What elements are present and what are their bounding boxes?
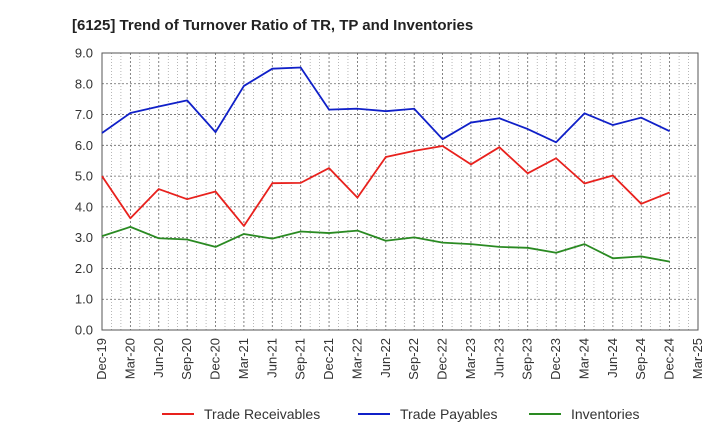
legend-label: Trade Receivables — [204, 406, 320, 422]
series-line-inventories — [101, 225, 670, 263]
plot-frame — [101, 52, 699, 331]
x-tick-label: Mar-20 — [122, 338, 137, 379]
x-tick-label: Mar-21 — [236, 338, 251, 379]
series-line-trade-payables — [101, 66, 671, 144]
y-tick-label: 2.0 — [75, 261, 93, 276]
y-tick-label: 8.0 — [75, 76, 93, 91]
x-tick-label: Jun-23 — [491, 338, 506, 378]
y-tick-label: 4.0 — [75, 199, 93, 214]
y-tick-label: 3.0 — [75, 230, 93, 245]
y-tick-label: 0.0 — [75, 323, 93, 338]
y-tick-label: 1.0 — [75, 292, 93, 307]
chart-title: [6125] Trend of Turnover Ratio of TR, TP… — [72, 17, 473, 34]
legend: Trade Receivables Trade Payables Inventori… — [162, 406, 639, 422]
x-tick-label: Jun-22 — [378, 338, 393, 378]
x-tick-label: Sep-24 — [633, 338, 648, 380]
axes: 0.0 1.0 2.0 3.0 4.0 5.0 6.0 7.0 8.0 9.0 Dec-19 Mar-… — [75, 46, 705, 380]
x-tick-label: Sep-20 — [179, 338, 194, 380]
x-tick-label: Sep-21 — [293, 338, 308, 380]
x-tick-label: Dec-22 — [435, 338, 450, 380]
legend-label: Inventories — [571, 406, 639, 422]
x-tick-label: Dec-24 — [662, 338, 677, 380]
y-tick-label: 6.0 — [75, 138, 93, 153]
x-tick-label: Dec-23 — [548, 338, 563, 380]
x-tick-label: Dec-19 — [94, 338, 109, 380]
y-tick-label: 5.0 — [75, 169, 93, 184]
x-tick-label: Mar-24 — [576, 338, 591, 379]
x-tick-label: Jun-20 — [151, 338, 166, 378]
x-tick-label: Dec-21 — [321, 338, 336, 380]
x-tick-label: Mar-22 — [349, 338, 364, 379]
x-tick-label: Jun-21 — [264, 338, 279, 378]
x-tick-label: Dec-20 — [208, 338, 223, 380]
x-tick-label: Mar-23 — [463, 338, 478, 379]
x-tick-label: Mar-25 — [690, 338, 705, 379]
grid — [101, 52, 699, 331]
x-tick-label: Sep-23 — [520, 338, 535, 380]
series-line-trade-receivables — [101, 145, 670, 227]
y-tick-label: 9.0 — [75, 46, 93, 61]
legend-label: Trade Payables — [400, 406, 498, 422]
series-lines — [101, 66, 671, 263]
x-tick-label: Jun-24 — [605, 338, 620, 378]
x-tick-label: Sep-22 — [406, 338, 421, 380]
y-tick-label: 7.0 — [75, 107, 93, 122]
